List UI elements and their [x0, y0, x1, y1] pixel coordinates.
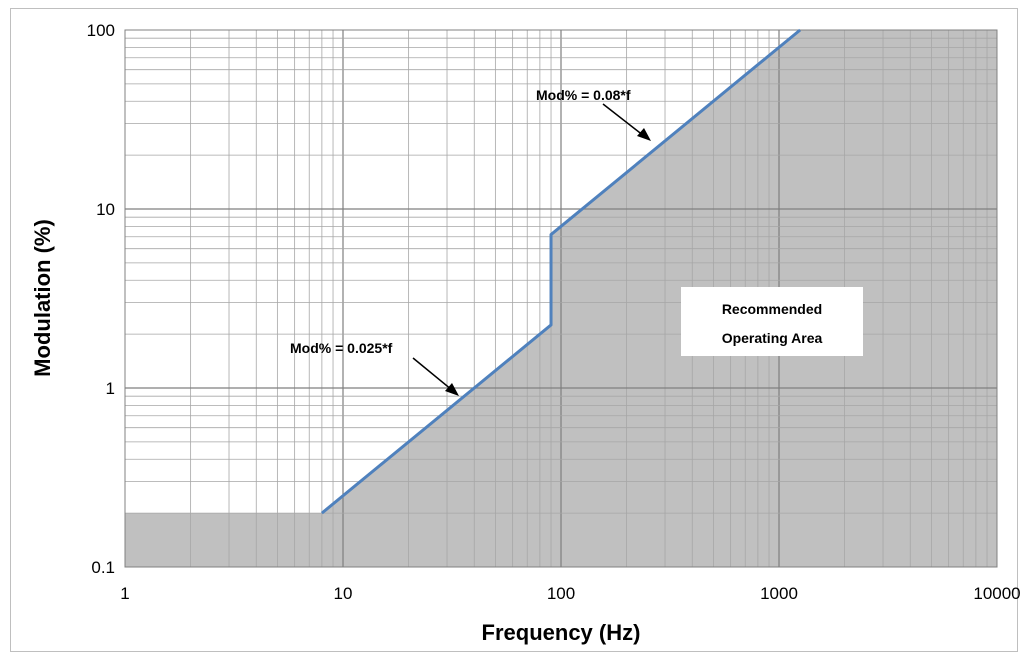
annotation-upper: Mod% = 0.08*f	[536, 87, 651, 141]
boundary-line	[320, 28, 802, 515]
plot-area-border	[124, 29, 998, 568]
region-label-line-1: Recommended	[722, 301, 822, 317]
tick-label-layer: 1 10 100 1000 10000 0.1 1 10 100	[87, 21, 1021, 603]
y-tick-label: 0.1	[91, 558, 115, 577]
annotation-lower: Mod% = 0.025*f	[290, 340, 459, 396]
region-label-background	[681, 287, 863, 356]
x-tick-label: 10000	[973, 584, 1020, 603]
y-tick-label: 1	[106, 379, 115, 398]
y-axis-title: Modulation (%)	[30, 219, 55, 377]
region-label-line-2: Operating Area	[722, 330, 823, 346]
series-layer	[320, 28, 802, 515]
annotation-upper-arrowhead	[637, 128, 651, 141]
annotation-upper-text: Mod% = 0.08*f	[536, 87, 631, 103]
x-tick-label: 10	[334, 584, 353, 603]
region-label-box: Recommended Operating Area	[681, 287, 863, 356]
annotation-lower-arrowhead	[445, 383, 459, 396]
x-tick-label: 1	[120, 584, 129, 603]
annotation-lower-text: Mod% = 0.025*f	[290, 340, 393, 356]
y-tick-label: 100	[87, 21, 115, 40]
x-axis-title: Frequency (Hz)	[482, 620, 641, 645]
y-tick-label: 10	[96, 200, 115, 219]
annotation-lower-arrow	[412, 357, 453, 391]
grid-layer	[125, 30, 997, 567]
annotation-upper-arrow	[602, 103, 645, 137]
x-tick-label: 1000	[760, 584, 798, 603]
x-tick-label: 100	[547, 584, 575, 603]
